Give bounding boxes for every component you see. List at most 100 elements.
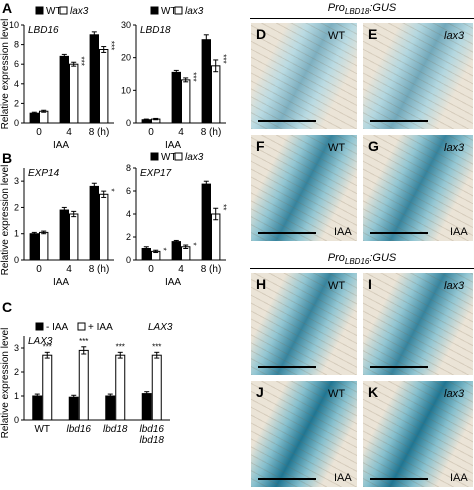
bar (29, 233, 39, 261)
treatment-label: IAA (450, 226, 468, 238)
significance-mark: *** (43, 342, 52, 351)
legend-swatch-white (59, 6, 68, 15)
bar (99, 193, 109, 261)
genotype-label: WT (328, 30, 346, 42)
chart-lbd18: 0 10 20 30 LBD18 0 *** 4 *** 8 (h) IAA (121, 20, 228, 151)
bar (171, 71, 182, 124)
panel-label-J: J (256, 384, 264, 400)
scale-bar (258, 232, 316, 234)
genotype-label: WT (328, 388, 346, 400)
category-label: 4 (66, 264, 72, 275)
y-tick-label: 8 (14, 40, 19, 50)
legend: WT lax3 (150, 152, 204, 163)
significance-mark: *** (152, 342, 161, 351)
significance-mark: *** (189, 72, 198, 81)
bar (39, 231, 49, 261)
scale-bar (258, 478, 316, 480)
chart-title: LBD16 (28, 25, 59, 36)
y-tick-label: 3 (14, 343, 19, 353)
bar (115, 354, 126, 421)
x-axis-label: IAA (165, 140, 181, 151)
category-label: 4 (178, 127, 184, 138)
legend: - IAA + IAA (35, 322, 113, 333)
header-gene: LBD18 (344, 7, 370, 17)
genotype-label: lax3 (444, 142, 465, 154)
gus-image-d (250, 22, 358, 130)
legend-label: WT (46, 6, 62, 17)
legend-swatch-white (174, 152, 183, 161)
bar (99, 49, 109, 124)
y-tick-label: 30 (121, 20, 131, 30)
category-label: 0 (148, 264, 154, 275)
bar (89, 185, 99, 261)
y-tick-label: 3 (14, 176, 19, 186)
legend-label: WT (161, 6, 177, 17)
category-label: 8 (h) (201, 264, 222, 275)
legend: WT lax3 (150, 6, 204, 17)
y-axis-label: Relative expression level (0, 165, 11, 276)
panel-label-I: I (368, 276, 372, 292)
gus-image-e (362, 22, 474, 130)
legend-swatch-white (174, 6, 183, 15)
y-tick-label: 0 (14, 255, 19, 265)
y-axis-label: Relative expression level (0, 19, 11, 130)
panel-label-A: A (2, 0, 12, 16)
bar (39, 110, 49, 124)
significance-mark: *** (116, 342, 125, 351)
x-axis-label: IAA (53, 140, 69, 151)
significance-mark: * (159, 248, 168, 251)
category-label: lbd18 (140, 435, 165, 446)
treatment-label: IAA (334, 472, 352, 484)
bar (211, 213, 221, 261)
header-rule (250, 18, 474, 19)
panel-label-B: B (2, 150, 12, 166)
chart-title: LAX3 (28, 336, 53, 347)
legend-label: - IAA (46, 322, 69, 333)
significance-mark: *** (107, 41, 116, 50)
y-tick-label: 2 (14, 98, 19, 108)
category-label: WT (34, 424, 50, 435)
y-tick-label: 2 (14, 202, 19, 212)
y-tick-label: 2 (126, 232, 131, 242)
bar (211, 65, 221, 124)
legend-label: lax3 (185, 152, 204, 163)
category-label: lbd16 (67, 424, 92, 435)
legend-swatch-white (77, 322, 86, 331)
bar (181, 79, 191, 124)
panel-label-C: C (2, 299, 12, 315)
category-label: 0 (36, 264, 42, 275)
header-gene: LBD16 (344, 257, 370, 267)
bar (141, 393, 152, 421)
chart-title: EXP17 (140, 168, 172, 179)
legend-label: lax3 (185, 6, 204, 17)
chart-exp14: 0 1 2 3 EXP14 0 4 * 8 (h) IAA (14, 168, 116, 288)
gus-image-j (250, 380, 358, 488)
construct-header-lbd18: ProLBD18:GUS (250, 2, 474, 16)
chart-lax3: 0123LAX3***WT***lbd16***lbd18***lbd16lbd… (14, 336, 170, 446)
genotype-label: lax3 (444, 388, 465, 400)
y-tick-label: 4 (126, 209, 131, 219)
legend-swatch-black (35, 6, 44, 15)
gus-image-i (362, 272, 474, 376)
category-label: lbd16 (140, 424, 165, 435)
legend: WT lax3 (35, 6, 89, 17)
bar (78, 349, 89, 421)
genotype-label: WT (328, 142, 346, 154)
category-label: 0 (148, 127, 154, 138)
y-tick-label: 2 (14, 367, 19, 377)
scale-bar (370, 120, 428, 122)
bar (105, 395, 116, 421)
chart-lbd16: 0 2 4 6 8 10 LBD16 0 *** 4 *** 8 (h) IAA (9, 20, 116, 151)
y-tick-label: 0 (126, 255, 131, 265)
y-tick-label: 4 (14, 79, 19, 89)
category-label: 4 (66, 127, 72, 138)
bar (171, 241, 182, 261)
y-tick-label: 0 (126, 118, 131, 128)
chart-title: LBD18 (140, 25, 171, 36)
scale-bar (370, 366, 428, 368)
gus-image-g (362, 134, 474, 242)
gus-image-k (362, 380, 474, 488)
header-reporter: :GUS (369, 252, 397, 264)
y-tick-label: 6 (126, 186, 131, 196)
y-tick-label: 0 (14, 118, 19, 128)
